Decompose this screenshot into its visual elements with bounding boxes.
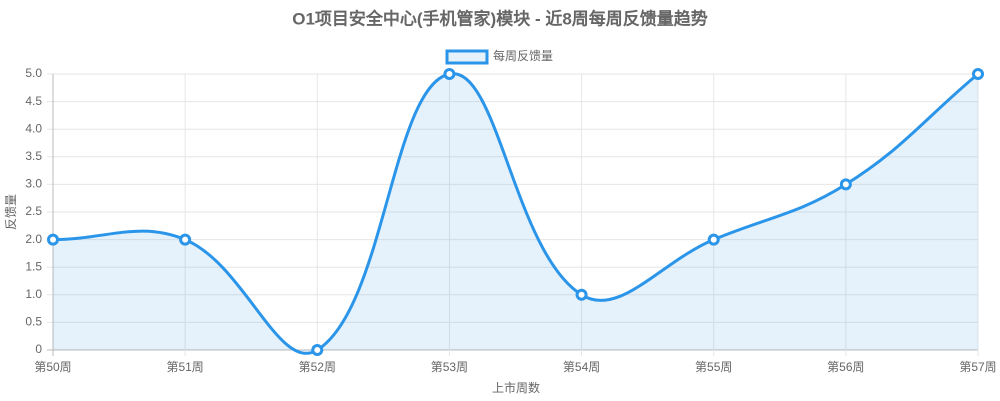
- y-tick-label: 2.5: [25, 204, 42, 218]
- point: [839, 178, 852, 191]
- point: [443, 68, 456, 80]
- y-tick-label: 0: [35, 342, 42, 356]
- y-tick-label: 1.0: [25, 287, 42, 301]
- x-tick-label: 第52周: [299, 360, 336, 374]
- y-tick-label: 5.0: [25, 66, 42, 80]
- line: [52, 72, 979, 355]
- y-tick-label: 0.5: [25, 315, 42, 329]
- x-axis-title: 上市周数: [492, 380, 540, 395]
- x-tick-label: 第50周: [34, 360, 71, 374]
- y-tick-label: 4.0: [25, 121, 42, 135]
- y-axis-title: 反馈量: [4, 194, 18, 230]
- point: [179, 233, 192, 246]
- point: [707, 233, 720, 246]
- point: [575, 288, 588, 301]
- area: [53, 73, 978, 354]
- x-tick-label: 第54周: [563, 360, 600, 374]
- point: [311, 344, 324, 356]
- x-tick-label: 第55周: [695, 360, 732, 374]
- y-tick-label: 2.0: [25, 232, 42, 246]
- x-tick-label: 第51周: [166, 360, 203, 374]
- point: [972, 68, 984, 80]
- y-tick-label: 3.5: [25, 149, 42, 163]
- x-tick-label: 第57周: [959, 360, 996, 374]
- x-tick-label: 第53周: [431, 360, 468, 374]
- y-tick-label: 4.5: [25, 94, 42, 108]
- point: [47, 233, 59, 246]
- x-tick-label: 第56周: [827, 360, 864, 374]
- chart-title: O1项目安全中心(手机管家)模块 - 近8周每周反馈量趋势: [292, 8, 708, 28]
- legend-swatch: [445, 49, 489, 65]
- legend-label: 每周反馈量: [493, 48, 553, 63]
- y-tick-label: 1.5: [25, 259, 42, 273]
- y-tick-label: 3.0: [25, 177, 42, 191]
